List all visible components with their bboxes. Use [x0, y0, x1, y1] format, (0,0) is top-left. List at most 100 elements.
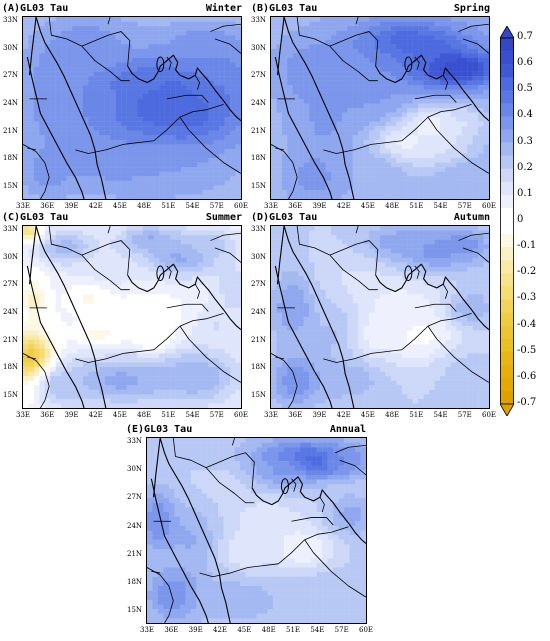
- lon-tick-label: 48E: [385, 202, 400, 210]
- coastline: [154, 438, 161, 497]
- country-border: [167, 304, 208, 311]
- lon-tick-label: 45E: [112, 202, 127, 210]
- lat-tick-label: 18N: [251, 363, 267, 372]
- colorbar-segment: [500, 194, 514, 209]
- country-border: [415, 266, 419, 279]
- coastline: [275, 57, 332, 199]
- lon-tick-label: 48E: [137, 202, 152, 210]
- lat-tick-label: 30N: [3, 252, 19, 261]
- coastline: [36, 17, 106, 199]
- country-border: [82, 46, 130, 81]
- country-border: [23, 353, 49, 408]
- lat-tick-label: 15N: [251, 182, 267, 190]
- country-border: [167, 266, 171, 279]
- lon-tick-label: 39E: [188, 626, 203, 634]
- country-border: [180, 326, 241, 382]
- lon-tick-label: 54E: [185, 202, 200, 210]
- lat-tick-label: 27N: [127, 493, 143, 502]
- shaded-field: [147, 438, 366, 623]
- colorbar-segment: [500, 103, 514, 117]
- lat-tick-label: 21N: [127, 549, 143, 558]
- lat-tick-label: 21N: [251, 335, 267, 344]
- panel-season: Spring: [453, 3, 490, 14]
- country-border: [173, 438, 206, 468]
- colorbar-segment: [500, 155, 514, 170]
- colorbar-tick-label: -0.3: [517, 292, 537, 304]
- peninsula-outline: [157, 266, 164, 281]
- lon-tick-label: 48E: [137, 411, 152, 419]
- country-border: [415, 304, 456, 311]
- colorbar-tick-label: -0.5: [517, 344, 537, 356]
- coastline: [278, 226, 285, 284]
- country-border: [195, 284, 199, 299]
- country-border: [297, 17, 330, 46]
- country-border: [200, 527, 349, 577]
- colorbar-segment: [500, 51, 514, 65]
- coastline: [376, 264, 489, 330]
- country-border: [27, 148, 36, 150]
- lon-tick-label: 45E: [360, 411, 375, 419]
- lon-tick-label: 39E: [64, 411, 79, 419]
- lon-tick-label: 36E: [164, 626, 179, 634]
- peninsula-outline: [405, 266, 412, 281]
- country-border: [206, 453, 254, 488]
- panel-title: (D)GL03 Tau: [251, 212, 318, 223]
- colorbar-segment: [500, 338, 514, 353]
- coastline: [27, 266, 84, 408]
- country-border: [108, 226, 110, 233]
- lat-tick-label: 27N: [3, 71, 19, 80]
- country-border: [340, 460, 366, 475]
- colorbar-segment: [500, 64, 514, 78]
- lon-tick-label: 57E: [334, 626, 349, 634]
- lon-tick-label: 57E: [209, 411, 224, 419]
- colorbar-tick-label: 0.3: [517, 135, 533, 147]
- lon-tick-label: 45E: [360, 202, 375, 210]
- lat-tick-label: 21N: [3, 335, 19, 344]
- country-border: [167, 95, 208, 102]
- colorbar-tick-label: -0.1: [517, 240, 537, 252]
- colorbar-tick-label: 0.5: [517, 83, 533, 95]
- coastline: [160, 438, 230, 623]
- country-border: [320, 497, 324, 512]
- lon-tick-label: 33E: [16, 411, 31, 419]
- colorbar-segment: [500, 38, 514, 52]
- lat-tick-label: 30N: [3, 43, 19, 52]
- peninsula-outline: [157, 57, 164, 72]
- lat-tick-label: 27N: [3, 280, 19, 289]
- colorbar-segment: [500, 221, 514, 235]
- lon-tick-label: 45E: [112, 411, 127, 419]
- lat-tick-label: 21N: [251, 126, 267, 135]
- lon-tick-label: 57E: [457, 202, 472, 210]
- country-border: [210, 24, 241, 31]
- lat-tick-label: 15N: [127, 606, 143, 614]
- lat-tick-label: 18N: [251, 154, 267, 163]
- lon-tick-label: 54E: [310, 626, 325, 634]
- lon-tick-label: 33E: [140, 626, 155, 634]
- lat-tick-label: 30N: [251, 43, 267, 52]
- lat-tick-label: 18N: [3, 154, 19, 163]
- lat-tick-label: 18N: [127, 577, 143, 586]
- map-autumn: [270, 225, 490, 409]
- colorbar-tick-label: -0.6: [517, 370, 537, 382]
- country-border: [271, 144, 297, 199]
- lon-tick-label: 36E: [40, 411, 55, 419]
- country-border: [428, 326, 489, 382]
- country-border: [49, 226, 82, 255]
- map-annual: [146, 437, 367, 624]
- country-border: [232, 438, 234, 445]
- colorbar-segment: [500, 260, 514, 274]
- colorbar-segment: [500, 207, 514, 222]
- lon-tick-label: 57E: [209, 202, 224, 210]
- lat-tick-label: 24N: [251, 308, 267, 316]
- coastline: [27, 57, 84, 199]
- colorbar-segment: [500, 390, 514, 405]
- coastline: [376, 55, 489, 121]
- colorbar-segment: [500, 77, 514, 91]
- panel-title: (A)GL03 Tau: [2, 3, 69, 14]
- lat-tick-label: 33N: [251, 16, 267, 24]
- country-border: [275, 357, 284, 359]
- country-border: [215, 39, 241, 54]
- country-border: [415, 57, 419, 70]
- colorbar-segment: [500, 142, 514, 156]
- country-border: [49, 17, 82, 46]
